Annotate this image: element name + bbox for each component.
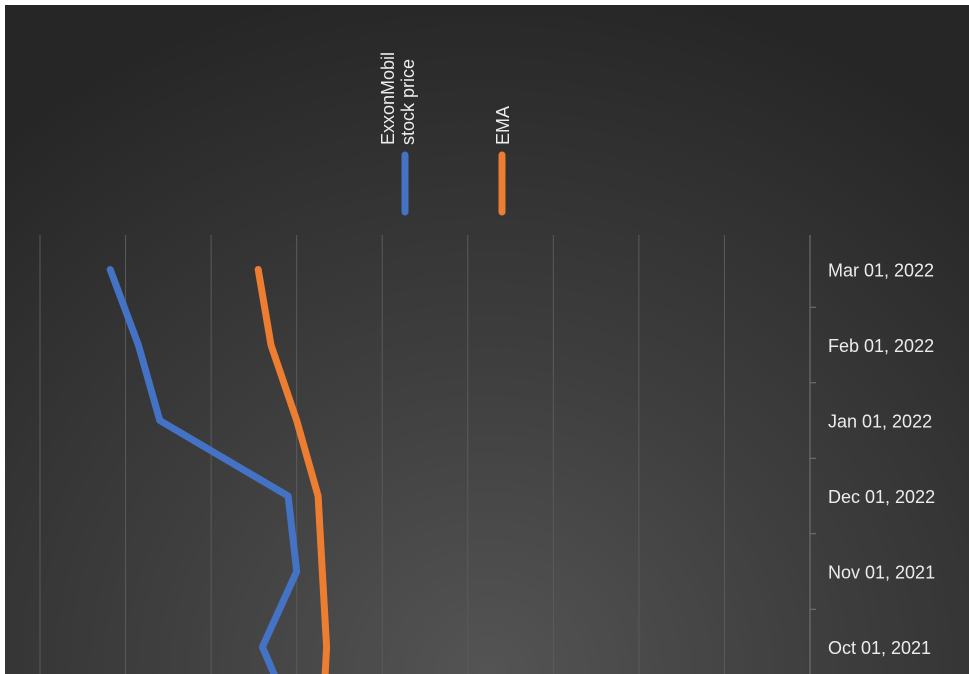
category-tick-label: Jan 01, 2022 xyxy=(828,412,932,432)
series-line xyxy=(254,266,331,674)
legend-label: ExxonMobilstock price xyxy=(378,52,418,145)
category-tick-label: Mar 01, 2022 xyxy=(828,261,934,281)
legend-label-line: stock price xyxy=(398,59,418,145)
category-tick-label: Feb 01, 2022 xyxy=(828,336,934,356)
series-line xyxy=(106,266,301,674)
category-tick-label: Nov 01, 2021 xyxy=(828,563,935,583)
legend: ExxonMobilstock price EMA xyxy=(378,52,513,216)
chart-svg: Oct 01, 2021 Nov 01, 2021 Dec 01, 2022 Jan … xyxy=(39,52,935,674)
value-gridlines xyxy=(39,235,725,674)
category-axis: Oct 01, 2021 Nov 01, 2021 Dec 01, 2022 Jan … xyxy=(809,235,935,674)
chart-area: Oct 01, 2021 Nov 01, 2021 Dec 01, 2022 Jan … xyxy=(5,5,969,674)
legend-label-line: ExxonMobil xyxy=(378,52,398,145)
legend-label: EMA xyxy=(493,106,513,145)
category-tick-label: Dec 01, 2022 xyxy=(828,487,935,507)
legend-label-line: EMA xyxy=(493,106,513,145)
category-tick-label: Oct 01, 2021 xyxy=(828,638,931,658)
plot-series xyxy=(106,266,331,674)
